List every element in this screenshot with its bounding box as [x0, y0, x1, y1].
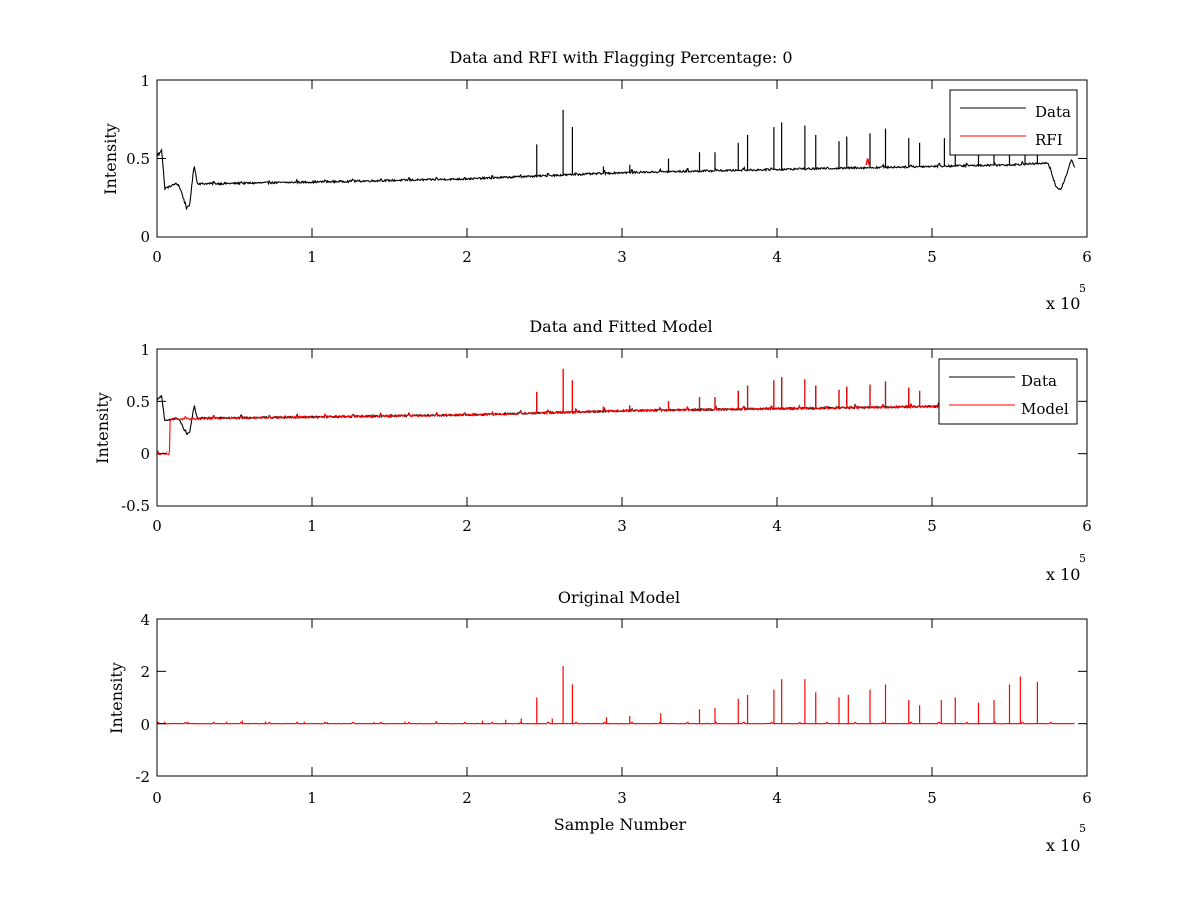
subplot-2-xtick-label: 1 [307, 517, 317, 535]
subplot-3-ytick-label: -2 [135, 768, 150, 786]
subplot-1-xtick-label: 1 [307, 248, 317, 266]
subplot-1-xtick-label: 0 [152, 248, 162, 266]
subplot-2-x-multiplier-exponent: 5 [1079, 552, 1086, 565]
subplot-1-legend-label-rfi: RFI [1035, 131, 1063, 149]
series-line-model [156, 401, 1076, 456]
subplot-3-xtick-labels: 0 1 2 3 4 5 6 [152, 789, 1092, 807]
subplot-2-ytick-label: 0.5 [126, 393, 150, 411]
subplot-3-ytick-labels: -2 0 2 4 [135, 611, 150, 786]
subplot-2-ylabel: Intensity [93, 392, 112, 464]
subplot-2-title: Data and Fitted Model [529, 317, 712, 336]
subplot-1-xtick-labels: 0 1 2 3 4 5 6 [152, 248, 1092, 266]
subplot-2-xtick-label: 4 [772, 517, 782, 535]
subplot-1-ticks [156, 79, 1088, 238]
subplot-1-title: Data and RFI with Flagging Percentage: 0 [449, 48, 792, 67]
subplot-3-ytick-label: 4 [140, 611, 150, 629]
subplot-2-xtick-label: 2 [462, 517, 472, 535]
subplot-3-x-multiplier-base: x 10 [1046, 836, 1080, 855]
subplot-2-x-multiplier: x 10 5 [1046, 552, 1086, 584]
subplot-2-ytick-labels: -0.5 0 0.5 1 [121, 341, 150, 515]
series-line-data [156, 148, 1076, 210]
subplot-2-legend-label-data: Data [1021, 372, 1057, 390]
series-segment-rfi [865, 158, 870, 165]
subplot-3-title: Original Model [558, 588, 680, 607]
subplot-1: Data and RFI with Flagging Percentage: 0… [101, 48, 1092, 313]
subplot-3-x-multiplier-exponent: 5 [1079, 822, 1086, 835]
subplot-1-x-multiplier: x 10 5 [1046, 282, 1086, 313]
subplot-3: Original Model Intensity 0 1 2 3 4 5 6 -… [107, 588, 1092, 855]
subplot-1-ytick-labels: 0 0.5 1 [126, 72, 150, 246]
subplot-3-series [157, 666, 1075, 725]
subplot-3-xlabel: Sample Number [554, 815, 687, 834]
subplot-3-xtick-label: 0 [152, 789, 162, 807]
subplot-2-ytick-label: 0 [140, 445, 150, 463]
subplot-3-ytick-label: 0 [140, 716, 150, 734]
subplot-2-xtick-labels: 0 1 2 3 4 5 6 [152, 517, 1092, 535]
subplot-1-legend-box [949, 89, 1078, 156]
subplot-2-xtick-label: 3 [617, 517, 627, 535]
subplot-1-xtick-label: 3 [617, 248, 627, 266]
subplot-1-series [156, 109, 1076, 210]
subplot-2: Data and Fitted Model Intensity 0 1 2 3 … [93, 317, 1092, 584]
subplot-3-xtick-label: 4 [772, 789, 782, 807]
subplot-3-x-multiplier: x 10 5 [1046, 822, 1086, 855]
subplot-1-xtick-label: 6 [1082, 248, 1092, 266]
subplot-2-x-multiplier-base: x 10 [1046, 565, 1080, 584]
series-line-model [157, 721, 1075, 725]
subplot-1-ytick-label: 0 [140, 228, 150, 246]
subplot-2-xtick-label: 5 [927, 517, 937, 535]
subplot-2-legend: Data Model [938, 358, 1078, 425]
subplot-3-xtick-label: 6 [1082, 789, 1092, 807]
subplot-1-ytick-label: 1 [140, 72, 150, 90]
subplot-3-xtick-label: 3 [617, 789, 627, 807]
subplot-3-ylabel: Intensity [107, 662, 126, 734]
subplot-3-xtick-label: 1 [307, 789, 317, 807]
subplot-2-ytick-label: -0.5 [121, 497, 150, 515]
subplot-3-xtick-label: 5 [927, 789, 937, 807]
subplot-1-x-multiplier-base: x 10 [1046, 294, 1080, 313]
subplot-3-xtick-label: 2 [462, 789, 472, 807]
subplot-2-legend-label-model: Model [1021, 400, 1069, 418]
subplot-2-xtick-label: 6 [1082, 517, 1092, 535]
subplot-3-ticks [156, 618, 1088, 777]
subplot-1-xtick-label: 4 [772, 248, 782, 266]
subplot-2-xtick-label: 0 [152, 517, 162, 535]
subplot-2-legend-box [938, 358, 1078, 425]
subplot-3-ytick-label: 2 [140, 663, 150, 681]
subplot-1-xtick-label: 2 [462, 248, 472, 266]
subplot-1-xtick-label: 5 [927, 248, 937, 266]
subplot-2-ytick-label: 1 [140, 341, 150, 359]
subplot-1-ytick-label: 0.5 [126, 150, 150, 168]
subplot-1-legend-label-data: Data [1035, 103, 1071, 121]
subplot-2-ticks [156, 348, 1088, 507]
subplot-1-x-multiplier-exponent: 5 [1079, 282, 1086, 295]
subplot-1-legend: Data RFI [949, 89, 1078, 156]
subplot-1-ylabel: Intensity [101, 123, 120, 195]
